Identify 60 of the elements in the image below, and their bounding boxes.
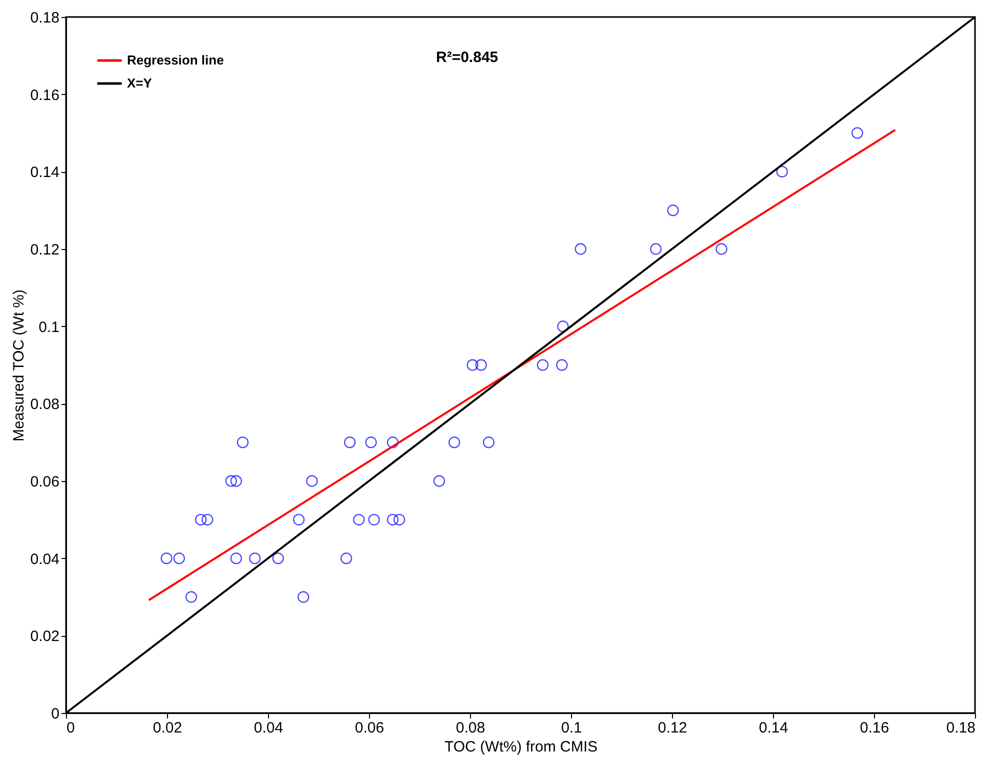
x-tick-label: 0.02 (152, 720, 182, 736)
point (776, 166, 788, 178)
point (225, 475, 237, 487)
x-tick-label: 0.16 (860, 720, 890, 736)
point (249, 552, 261, 564)
point (298, 591, 310, 603)
point (448, 436, 460, 448)
point (475, 359, 487, 371)
point (386, 514, 399, 526)
y-tick-label: 0.12 (30, 242, 60, 258)
point (536, 359, 549, 371)
point (353, 514, 365, 526)
point (393, 514, 406, 526)
point (344, 436, 356, 448)
point (236, 436, 249, 448)
x-tick-label: 0.04 (254, 720, 284, 736)
point (230, 552, 242, 564)
point (340, 552, 352, 564)
point (667, 204, 679, 216)
y-tick-label: 0.06 (30, 474, 60, 490)
y-tick-label: 0.08 (30, 396, 60, 414)
point (194, 514, 207, 526)
point (160, 552, 172, 564)
x-tick-label: 0.12 (658, 720, 688, 736)
point (851, 127, 864, 139)
point (230, 475, 242, 487)
legend-label: X=Y (127, 76, 152, 90)
y-tick-label: 0.16 (30, 86, 60, 104)
point (272, 552, 284, 564)
legend-label: Regression line (127, 52, 224, 68)
point (306, 475, 318, 487)
y-axis-title: Measured TOC (Wt %) (10, 290, 28, 442)
annotation: R²=0.845 (436, 49, 498, 66)
y-tick-label: 0 (51, 706, 60, 722)
point (574, 243, 586, 255)
point (716, 243, 728, 255)
y-tick-label: 0.1 (38, 318, 60, 336)
point (185, 591, 198, 603)
y-tick-label: 0.14 (30, 164, 60, 182)
y-tick-label: 0.18 (30, 10, 60, 26)
point (173, 552, 185, 564)
y-tick-label: 0.02 (30, 628, 60, 646)
point (292, 514, 305, 526)
point (202, 514, 214, 526)
x-tick-label: 0.1 (561, 720, 582, 736)
x-axis-title: TOC (Wt%) from CMIS (444, 738, 598, 756)
point (466, 359, 478, 371)
y-tick-label: 0.04 (30, 550, 60, 568)
x-tick-label: 0.06 (354, 720, 384, 736)
point (365, 436, 377, 448)
point (368, 514, 380, 526)
point (482, 436, 495, 448)
point (433, 475, 446, 487)
x-tick-label: 0.08 (456, 720, 486, 736)
point (386, 436, 399, 448)
x-tick-label: 0.14 (758, 720, 788, 736)
x-tick-label: 0.18 (946, 720, 976, 736)
point (650, 243, 662, 255)
point (556, 359, 568, 371)
x-tick-label: 0 (66, 720, 75, 736)
